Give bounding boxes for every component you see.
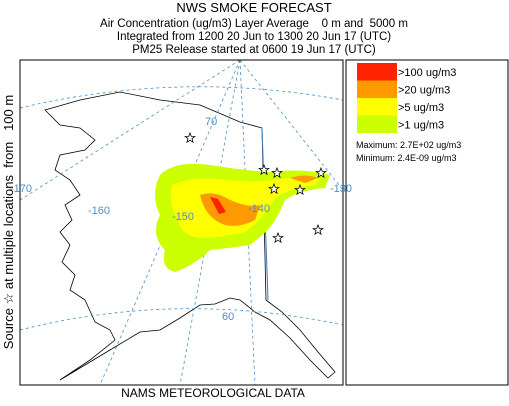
legend-swatch [357, 80, 397, 98]
legend: >100 ug/m3 >20 ug/m3 >5 ug/m3 >1 ug/m3 [357, 63, 456, 133]
graticule-label: 70 [205, 116, 217, 128]
title: NWS SMOKE FORECAST [176, 0, 331, 15]
legend-swatch [357, 63, 397, 81]
minimum: Minimum: 2.4E-09 ug/m3 [356, 153, 457, 163]
smoke-20 [200, 175, 318, 226]
subtitle: Integrated from 1200 20 Jun to 1300 20 J… [117, 31, 391, 43]
graticule-label: -170 [10, 183, 32, 195]
subtitle: Air Concentration (ug/m3) Layer Average … [100, 18, 408, 30]
graticule [239, 60, 343, 191]
legend-swatch [357, 115, 397, 133]
legend-label: >100 ug/m3 [398, 67, 456, 79]
legend-label: >5 ug/m3 [398, 102, 444, 114]
graticule-label: -140 [248, 203, 270, 215]
graticule-label: -130 [330, 183, 352, 195]
footer: NAMS METEOROLOGICAL DATA [121, 386, 305, 400]
legend-frame [345, 59, 509, 386]
side-label: Source ☆ at multiple locations from 100 … [1, 95, 16, 349]
maximum: Maximum: 2.7E+02 ug/m3 [356, 140, 461, 150]
sea [20, 60, 343, 385]
legend-label: >20 ug/m3 [398, 85, 450, 97]
smoke-100 [210, 197, 226, 214]
legend-label: >1 ug/m3 [398, 120, 444, 132]
graticule [20, 60, 241, 201]
map [20, 60, 343, 385]
legend-swatch [357, 98, 397, 116]
subtitle: PM25 Release started at 0600 19 Jun 17 (… [132, 44, 376, 56]
graticule-label: -160 [88, 205, 110, 217]
graticule [179, 60, 241, 385]
graticule-label: 60 [222, 311, 234, 323]
graticule [20, 86, 343, 109]
map-frame [19, 59, 344, 386]
graticule-label: -150 [172, 211, 194, 223]
graticule [20, 308, 343, 331]
